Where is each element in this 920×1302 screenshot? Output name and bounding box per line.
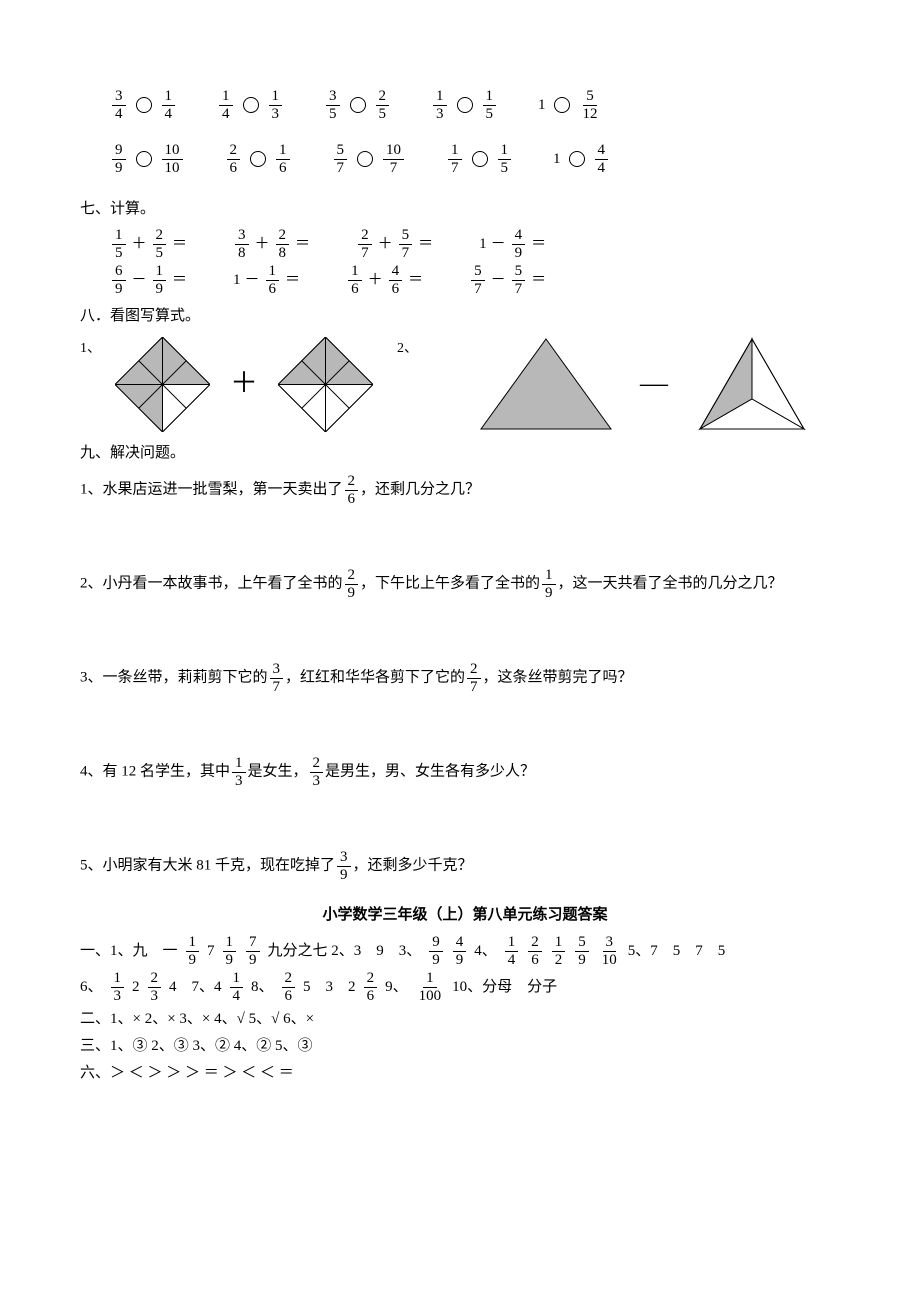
answer-line-5: 六、＞ ＜ ＞ ＞ ＞ ＝ ＞ ＜ ＜ ＝	[80, 1060, 850, 1087]
answer-line-4: 三、1、③ 2、③ 3、② 4、② 5、③	[80, 1033, 850, 1060]
calc-row-2: 69－19＝ 1－16＝ 16＋46＝ 57－57＝	[110, 263, 850, 297]
cmp: 1715	[446, 142, 513, 176]
cmp: 3525	[324, 88, 391, 122]
circle-icon	[243, 97, 259, 113]
triangle-full-icon	[476, 334, 616, 434]
cmp: 3414	[110, 88, 177, 122]
section-7-heading: 七、计算。	[80, 196, 850, 223]
question-2: 2、小丹看一本故事书，上午看了全书的29，下午比上午多看了全书的19，这一天共看…	[80, 567, 850, 601]
circle-icon	[350, 97, 366, 113]
circle-icon	[136, 151, 152, 167]
section-8-heading: 八．看图写算式。	[80, 303, 850, 330]
cmp: 57107	[332, 142, 407, 176]
diamond-icon	[278, 337, 373, 432]
cmp: 1315	[431, 88, 498, 122]
triangle-partial-icon	[692, 334, 812, 434]
answer-line-1: 一、1、九 一 19 7 19 79 九分之七 2、3 9 3、 99 49 4…	[80, 934, 850, 968]
answer-line-3: 二、1、× 2、× 3、× 4、√ 5、√ 6、×	[80, 1006, 850, 1033]
section-9-heading: 九、解决问题。	[80, 440, 850, 467]
question-1: 1、水果店运进一批雪梨，第一天卖出了26，还剩几分之几？	[80, 473, 850, 507]
circle-icon	[136, 97, 152, 113]
circle-icon	[569, 151, 585, 167]
cmp: 1413	[217, 88, 284, 122]
answer-line-2: 6、 13 2 23 4 7、4 14 8、 26 5 3 2 26 9、 11…	[80, 970, 850, 1004]
circle-icon	[472, 151, 488, 167]
question-3: 3、一条丝带，莉莉剪下它的37，红红和华华各剪下了它的27，这条丝带剪完了吗？	[80, 661, 850, 695]
compare-row-1: 3414 1413 3525 1315 1512	[110, 88, 850, 122]
answers-title: 小学数学三年级（上）第八单元练习题答案	[80, 901, 850, 928]
fig-label-2: 2、	[397, 336, 418, 361]
circle-icon	[250, 151, 266, 167]
figure-row: 1、 ＋ 2、 —	[80, 334, 850, 434]
cmp: 991010	[110, 142, 185, 176]
fig-label-1: 1、	[80, 336, 101, 361]
cmp: 1 44	[553, 142, 610, 176]
question-4: 4、有 12 名学生，其中13是女生，23是男生，男、女生各有多少人？	[80, 755, 850, 789]
diamond-icon	[115, 337, 210, 432]
circle-icon	[457, 97, 473, 113]
cmp: 2616	[225, 142, 292, 176]
plus-icon: ＋	[230, 359, 258, 409]
cmp: 1512	[538, 88, 603, 122]
circle-icon	[554, 97, 570, 113]
calc-row-1: 15＋25＝ 38＋28＝ 27＋57＝ 1－49＝	[110, 227, 850, 261]
circle-icon	[357, 151, 373, 167]
question-5: 5、小明家有大米 81 千克，现在吃掉了39，还剩多少千克？	[80, 849, 850, 883]
compare-row-2: 991010 2616 57107 1715 1 44	[110, 142, 850, 176]
minus-icon: —	[640, 359, 668, 409]
